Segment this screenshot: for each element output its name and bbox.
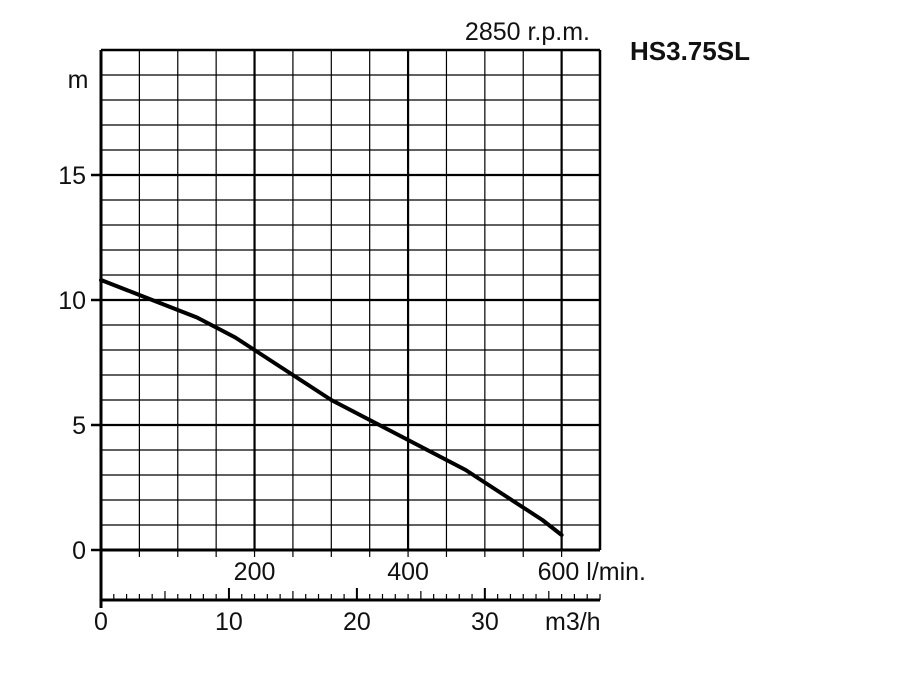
chart-title: HS3.75SL — [630, 36, 750, 66]
m3h-tick-label: 30 — [471, 608, 499, 636]
curve-layer — [99, 278, 564, 537]
chart-subtitle: 2850 r.p.m. — [465, 18, 590, 46]
chart-frame — [99, 48, 602, 608]
y-tick-label: 5 — [72, 412, 86, 440]
y-axis-label: m — [68, 66, 89, 94]
axis-ticks — [91, 173, 601, 600]
lmin-tick-label: 400 — [387, 558, 429, 586]
m3h-tick-label: 10 — [215, 608, 243, 636]
y-tick-label: 0 — [72, 537, 86, 565]
m3h-tick-label: 0 — [94, 608, 108, 636]
pump-curve-line — [99, 278, 564, 537]
m3h-unit-label: m3/h — [545, 608, 601, 636]
grid-lines — [101, 50, 600, 550]
lmin-tick-label: 200 — [234, 558, 276, 586]
axis-labels: 0 5 10 15 200 400 600 l/min. 0 10 20 30 m3/h — [58, 162, 646, 636]
m3h-tick-label: 20 — [343, 608, 371, 636]
y-tick-label: 15 — [58, 162, 86, 190]
lmin-tick-label: 600 l/min. — [538, 558, 646, 586]
y-tick-label: 10 — [58, 287, 86, 315]
